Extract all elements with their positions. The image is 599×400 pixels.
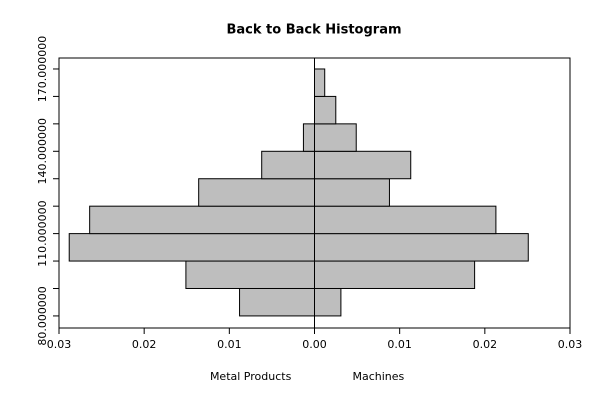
x-tick-label: 0.02 <box>132 338 157 351</box>
x-tick-label: 0.03 <box>47 338 72 351</box>
y-tick-label: 110.000000 <box>36 200 49 266</box>
x-tick-label: 0.03 <box>558 338 583 351</box>
bar <box>314 287 342 317</box>
bar <box>314 150 412 180</box>
bar <box>314 95 337 125</box>
y-tick-label: 80.000000 <box>36 286 49 346</box>
series-label: Machines <box>352 370 404 383</box>
bar <box>239 287 315 317</box>
bar <box>314 68 326 97</box>
bar <box>185 260 315 289</box>
bar <box>314 123 357 152</box>
bar <box>314 233 529 262</box>
bar <box>261 150 315 180</box>
bar <box>198 178 316 207</box>
bar <box>314 205 497 235</box>
bar <box>314 260 476 289</box>
x-tick-label: 0.01 <box>217 338 242 351</box>
chart-title: Back to Back Histogram <box>226 23 401 38</box>
x-tick-label: 0.01 <box>387 338 412 351</box>
x-tick-label: 0.00 <box>302 338 327 351</box>
y-tick-label: 170.000000 <box>36 36 49 102</box>
bar <box>302 123 316 152</box>
bar <box>89 205 315 235</box>
bar <box>314 178 390 207</box>
x-tick-label: 0.02 <box>473 338 498 351</box>
series-label: Metal Products <box>210 370 292 383</box>
y-tick-label: 140.000000 <box>36 118 49 184</box>
bar <box>68 233 315 262</box>
